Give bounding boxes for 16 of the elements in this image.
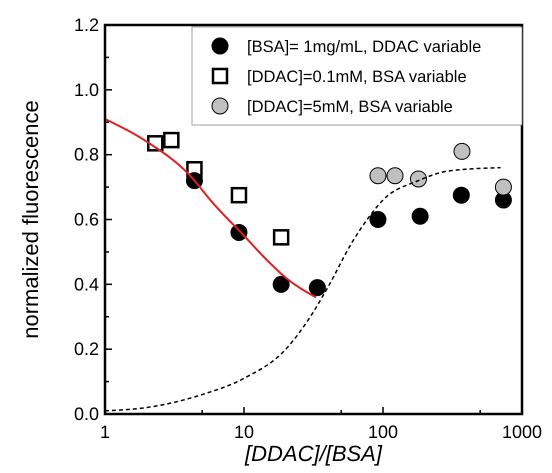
legend-label: [DDAC]=0.1mM, BSA variable: [247, 68, 467, 86]
x-tick-label: 100: [368, 422, 398, 442]
x-tick-label: 1: [100, 422, 110, 442]
y-tick-label: 1.2: [74, 15, 99, 35]
x-tick-label: 1000: [502, 422, 542, 442]
y-tick-label: 0.8: [74, 144, 99, 165]
legend-label: [DDAC]=5mM, BSA variable: [247, 98, 453, 116]
x-axis-title: [DDAC]/[BSA]: [244, 441, 383, 466]
x-tick-label: 10: [234, 422, 254, 442]
legend-label: [BSA]= 1mg/mL, DDAC variable: [247, 38, 482, 56]
y-tick-label: 1.0: [74, 80, 99, 100]
y-axis-title: normalized fluorescence: [18, 100, 43, 339]
y-tick-label: 0.2: [74, 339, 99, 360]
y-tick-label: 0.4: [74, 274, 99, 294]
y-tick-label: 0.6: [74, 210, 99, 230]
y-tick-label: 0.0: [74, 404, 99, 424]
